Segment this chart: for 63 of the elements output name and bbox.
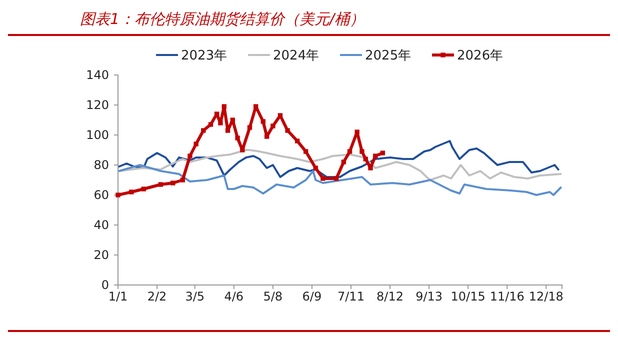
point [334, 176, 339, 181]
point [347, 149, 352, 154]
point [354, 130, 360, 134]
y-tick-label: 20 [94, 248, 109, 262]
line-series [118, 149, 562, 181]
point [194, 142, 198, 146]
point [240, 148, 245, 152]
y-tick-label: 40 [94, 218, 109, 232]
point [208, 122, 214, 127]
point [260, 119, 266, 124]
point [285, 128, 290, 133]
x-tick-label: 3/5 [185, 290, 204, 304]
point [313, 166, 318, 170]
point [235, 136, 240, 140]
point [368, 166, 373, 170]
x-tick-label: 7/11 [338, 290, 364, 304]
point [320, 176, 326, 181]
point [222, 104, 226, 109]
x-tick-label: 2/2 [147, 290, 167, 304]
y-tick-label: 120 [86, 98, 109, 112]
x-tick-label: 9/13 [416, 290, 443, 304]
point [170, 180, 176, 186]
point [264, 134, 270, 139]
y-tick-label: 60 [94, 188, 109, 202]
point [225, 128, 230, 133]
legend-label: 2023年 [181, 48, 228, 64]
y-tick-label: 140 [86, 68, 109, 82]
chart-title: 图表1：布伦特原油期货结算价（美元/桶） [80, 10, 365, 28]
point [214, 112, 220, 116]
x-tick-label: 6/9 [302, 290, 322, 304]
point [363, 156, 368, 162]
legend-label: 2026年 [457, 48, 504, 64]
point [158, 182, 164, 187]
point [188, 154, 192, 158]
point [278, 113, 283, 118]
y-tick-label: 0 [101, 278, 109, 292]
point [247, 125, 252, 130]
x-tick-label: 11/16 [490, 290, 524, 304]
point [341, 160, 346, 164]
point [294, 138, 300, 144]
x-tick-label: 5/8 [263, 290, 283, 304]
x-tick-label: 12/18 [528, 290, 564, 304]
y-tick-label: 80 [94, 158, 109, 172]
point [201, 128, 206, 133]
legend-label: 2025年 [365, 48, 412, 64]
y-tick-label: 100 [86, 128, 109, 142]
point [304, 149, 308, 154]
point [129, 190, 134, 194]
x-tick-label: 1/1 [108, 290, 128, 304]
point [230, 118, 236, 122]
x-tick-label: 8/12 [376, 290, 404, 304]
line-series [118, 164, 562, 196]
x-tick-label: 4/6 [224, 290, 244, 304]
x-tick-label: 10/15 [450, 290, 486, 304]
legend-label: 2024年 [273, 48, 320, 64]
point [253, 104, 258, 109]
point [360, 149, 364, 154]
point [141, 186, 146, 192]
point [218, 120, 223, 126]
point [180, 178, 185, 182]
point [270, 124, 276, 128]
point [380, 150, 386, 156]
point [373, 154, 378, 158]
